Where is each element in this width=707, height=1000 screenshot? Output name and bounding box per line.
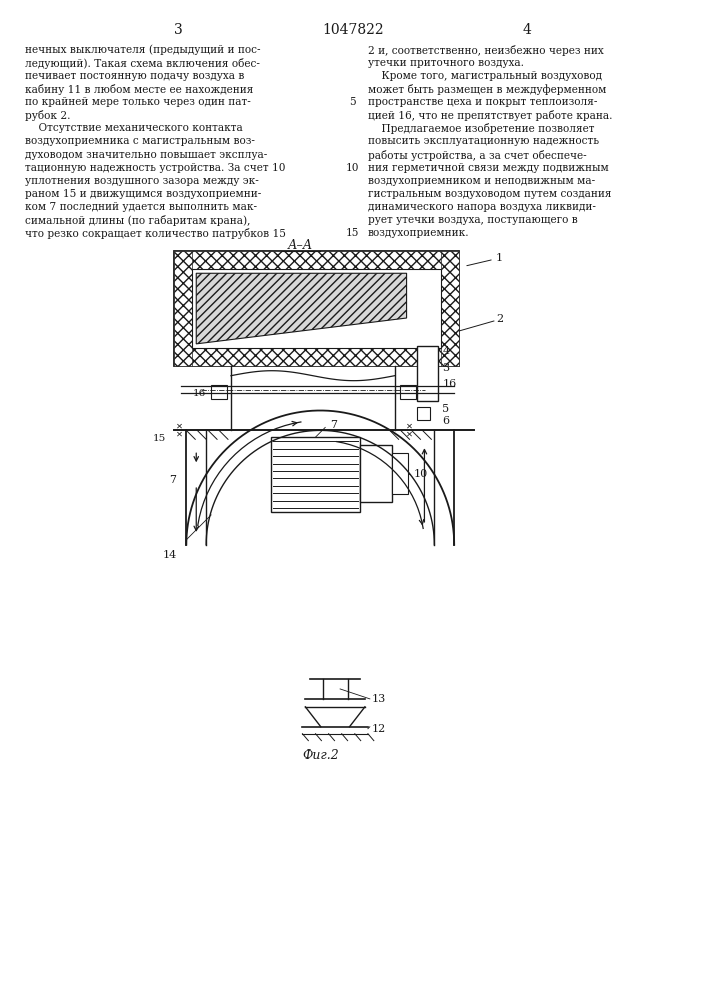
Bar	[175, 251, 459, 366]
Text: 7: 7	[170, 475, 177, 485]
Text: воздухоприемника с магистральным воз-: воздухоприемника с магистральным воз-	[25, 136, 255, 146]
Text: рубок 2.: рубок 2.	[25, 110, 70, 121]
Text: ✕: ✕	[176, 430, 183, 439]
Text: 16: 16	[443, 379, 457, 389]
Text: 12: 12	[372, 724, 386, 734]
Text: гистральным воздуховодом путем создания: гистральным воздуховодом путем создания	[368, 189, 612, 199]
Bar	[175, 251, 192, 366]
Text: 2 и, соответственно, неизбежно через них: 2 и, соответственно, неизбежно через них	[368, 45, 604, 56]
Text: ✕: ✕	[406, 422, 413, 431]
Text: симальной длины (по габаритам крана),: симальной длины (по габаритам крана),	[25, 215, 250, 226]
Text: раном 15 и движущимся воздухоприемни-: раном 15 и движущимся воздухоприемни-	[25, 189, 261, 199]
Text: 2: 2	[496, 314, 503, 324]
Bar	[399, 385, 416, 399]
Text: 4: 4	[443, 346, 450, 356]
Text: 5: 5	[443, 404, 450, 414]
Text: повысить эксплуатационную надежность: повысить эксплуатационную надежность	[368, 136, 599, 146]
Text: 1: 1	[496, 253, 503, 263]
Text: 10: 10	[414, 469, 428, 479]
Text: печивает постоянную подачу воздуха в: печивает постоянную подачу воздуха в	[25, 71, 244, 81]
Text: пространстве цеха и покрыт теплоизоля-: пространстве цеха и покрыт теплоизоля-	[368, 97, 597, 107]
Text: 10: 10	[345, 163, 358, 173]
Text: что резко сокращает количество патрубков 15: что резко сокращает количество патрубков…	[25, 228, 286, 239]
Text: 14: 14	[162, 550, 177, 560]
Bar	[175, 251, 459, 269]
Text: цией 16, что не препятствует работе крана.: цией 16, что не препятствует работе кран…	[368, 110, 612, 121]
Text: кабину 11 в любом месте ее нахождения: кабину 11 в любом месте ее нахождения	[25, 84, 253, 95]
Text: 5: 5	[349, 97, 356, 107]
Text: Отсутствие механического контакта: Отсутствие механического контакта	[25, 123, 243, 133]
Text: 1047822: 1047822	[322, 23, 384, 37]
Text: ледующий). Такая схема включения обес-: ледующий). Такая схема включения обес-	[25, 58, 259, 69]
Text: воздухоприемник.: воздухоприемник.	[368, 228, 469, 238]
Text: тационную надежность устройства. За счет 10: тационную надежность устройства. За счет…	[25, 163, 285, 173]
Text: ✕: ✕	[406, 430, 413, 439]
Text: может быть размещен в междуферменном: может быть размещен в междуферменном	[368, 84, 607, 95]
Bar	[416, 407, 431, 420]
Text: нечных выключателя (предыдущий и пос-: нечных выключателя (предыдущий и пос-	[25, 45, 260, 55]
Bar	[192, 269, 441, 348]
Text: работы устройства, а за счет обеспече-: работы устройства, а за счет обеспече-	[368, 150, 587, 161]
Text: по крайней мере только через один пат-: по крайней мере только через один пат-	[25, 97, 250, 107]
Text: 15: 15	[153, 434, 166, 443]
Bar	[392, 453, 407, 494]
Text: 15: 15	[345, 228, 358, 238]
Text: 13: 13	[372, 694, 386, 704]
Polygon shape	[197, 273, 407, 344]
Text: Фиг.2: Фиг.2	[302, 749, 339, 762]
Text: 7: 7	[330, 420, 337, 430]
Bar	[360, 445, 392, 502]
Bar	[211, 385, 227, 399]
Text: ния герметичной связи между подвижным: ния герметичной связи между подвижным	[368, 163, 609, 173]
Bar	[271, 437, 360, 512]
Text: Кроме того, магистральный воздуховод: Кроме того, магистральный воздуховод	[368, 71, 602, 81]
Text: ком 7 последний удается выполнить мак-: ком 7 последний удается выполнить мак-	[25, 202, 257, 212]
Bar	[441, 251, 459, 366]
Bar	[416, 346, 438, 401]
Text: ✕: ✕	[176, 422, 183, 431]
Text: 3: 3	[174, 23, 183, 37]
Text: воздухоприемником и неподвижным ма-: воздухоприемником и неподвижным ма-	[368, 176, 595, 186]
Text: 6: 6	[443, 416, 450, 426]
Text: А–А: А–А	[288, 239, 313, 252]
Text: уплотнения воздушного зазора между эк-: уплотнения воздушного зазора между эк-	[25, 176, 258, 186]
Text: духоводом значительно повышает эксплуа-: духоводом значительно повышает эксплуа-	[25, 150, 267, 160]
Text: Предлагаемое изобретение позволяет: Предлагаемое изобретение позволяет	[368, 123, 595, 134]
Text: 16: 16	[193, 389, 206, 398]
Text: рует утечки воздуха, поступающего в: рует утечки воздуха, поступающего в	[368, 215, 578, 225]
Text: 3: 3	[443, 363, 450, 373]
Bar	[175, 348, 459, 366]
Text: 4: 4	[522, 23, 531, 37]
Text: динамического напора воздуха ликвиди-: динамического напора воздуха ликвиди-	[368, 202, 596, 212]
Text: утечки приточного воздуха.: утечки приточного воздуха.	[368, 58, 524, 68]
